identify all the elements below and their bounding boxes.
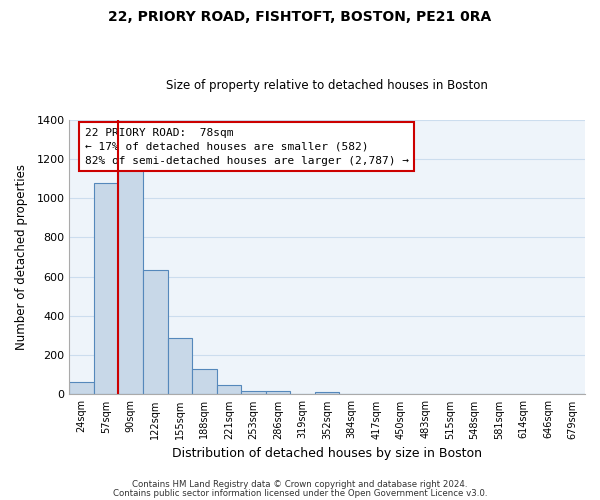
Bar [118, 166, 143, 394]
Bar [217, 385, 241, 394]
Text: Contains public sector information licensed under the Open Government Licence v3: Contains public sector information licen… [113, 489, 487, 498]
Bar [192, 369, 217, 394]
Title: Size of property relative to detached houses in Boston: Size of property relative to detached ho… [166, 79, 488, 92]
Y-axis label: Number of detached properties: Number of detached properties [15, 164, 28, 350]
Bar [266, 392, 290, 394]
Bar [167, 338, 192, 394]
Text: 22 PRIORY ROAD:  78sqm
← 17% of detached houses are smaller (582)
82% of semi-de: 22 PRIORY ROAD: 78sqm ← 17% of detached … [85, 128, 409, 166]
Bar [241, 390, 266, 394]
Bar [94, 184, 118, 394]
Bar [143, 270, 167, 394]
Text: Contains HM Land Registry data © Crown copyright and database right 2024.: Contains HM Land Registry data © Crown c… [132, 480, 468, 489]
Text: 22, PRIORY ROAD, FISHTOFT, BOSTON, PE21 0RA: 22, PRIORY ROAD, FISHTOFT, BOSTON, PE21 … [109, 10, 491, 24]
X-axis label: Distribution of detached houses by size in Boston: Distribution of detached houses by size … [172, 447, 482, 460]
Bar [70, 382, 94, 394]
Bar [315, 392, 340, 394]
